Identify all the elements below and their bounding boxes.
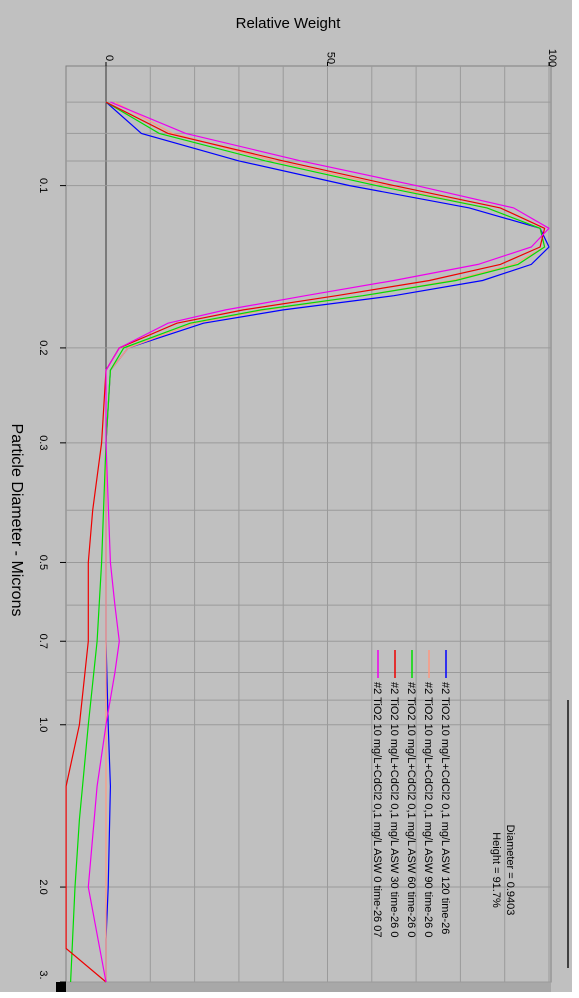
- x-tick-label: 0.2: [37, 340, 49, 355]
- y-tick-label: 100: [546, 49, 558, 67]
- series-line-5: [87, 101, 550, 983]
- x-tick-label: 0.5: [37, 555, 49, 570]
- bottom-scroll-strip[interactable]: [66, 982, 551, 992]
- y-tick-label: 0: [103, 55, 115, 61]
- x-tick-label: 1.0: [37, 717, 49, 732]
- legend-label-4: #2 TiO2 10 mg/L+CdCl2 0,1 mg/L ASW 30 ti…: [388, 682, 400, 937]
- legend-label-3: #2 TiO2 10 mg/L+CdCl2 0,1 mg/L ASW 60 ti…: [405, 682, 417, 937]
- diameter-readout: Diameter = 0.9403: [504, 825, 516, 916]
- y-axis-title: Relative Weight: [236, 15, 342, 32]
- legend-label-5: #2 TiO2 10 mg/L+CdCl2 0,1 mg/L ASW 0 tim…: [371, 682, 383, 937]
- plot-area: [65, 65, 552, 983]
- legend-label-1: #2 TiO2 10 mg/L+CdCl2 0,1 mg/L ASW 120 t…: [439, 682, 451, 934]
- x-tick-label: 0.7: [37, 634, 49, 649]
- x-tick-label: 0.3: [37, 435, 49, 450]
- series-line-1: [105, 101, 550, 982]
- height-readout: Height = 91.7%: [490, 832, 502, 908]
- series-line-3: [70, 101, 546, 983]
- series-lines: [65, 101, 550, 983]
- scroll-marker[interactable]: [56, 982, 66, 992]
- y-tick-label: 50: [325, 52, 337, 64]
- x-tick-label: 3.: [37, 970, 49, 979]
- x-tick-label: 0.1: [37, 178, 49, 193]
- series-line-4: [65, 101, 546, 983]
- legend-label-2: #2 TiO2 10 mg/L+CdCl2 0,1 mg/L ASW 90 ti…: [422, 682, 434, 937]
- x-axis-title: Particle Diameter - Microns: [8, 424, 25, 617]
- axis-ticks: 0 50 100 0.1 0.2 0.3 0.5 0.7 1.0 2.0 3.: [37, 49, 558, 983]
- legend: #2 TiO2 10 mg/L+CdCl2 0,1 mg/L ASW 120 t…: [371, 650, 451, 937]
- x-tick-label: 2.0: [37, 879, 49, 894]
